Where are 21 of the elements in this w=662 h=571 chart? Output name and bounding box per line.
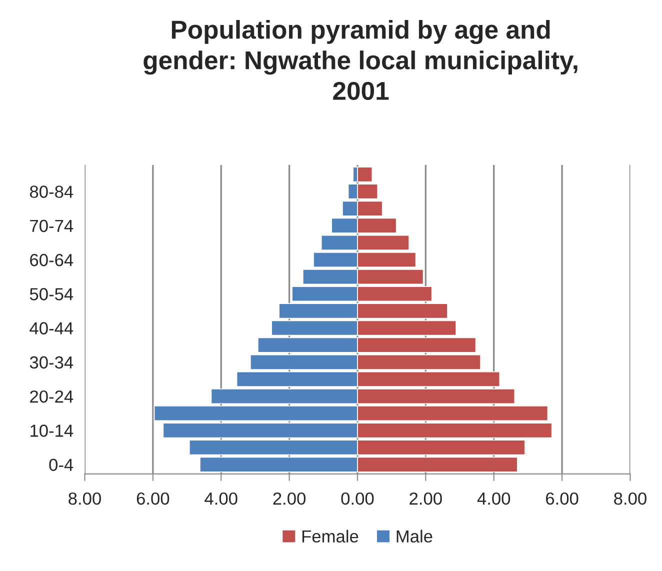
- y-tick-label: 10-14: [30, 424, 74, 437]
- x-tick-label: 8.00: [614, 492, 646, 505]
- y-tick-label: 40-44: [30, 322, 74, 334]
- x-tick-label: 2.00: [410, 492, 442, 505]
- x-tick-label: 2.00: [273, 492, 306, 505]
- y-tick-label: 0-4: [49, 458, 74, 472]
- x-tick-label: 4.00: [204, 492, 238, 505]
- x-tick-label: 6.00: [546, 492, 578, 505]
- legend-label: Female: [302, 530, 358, 543]
- x-tick-label: 4.00: [477, 492, 510, 505]
- y-tick-label: 60-64: [30, 254, 74, 266]
- x-tick-label: 8.00: [68, 492, 101, 505]
- y-tick-label: 20-24: [30, 390, 74, 403]
- chart-title: Population pyramid by age and gender: Ngwathe local municipality, 2001: [144, 20, 578, 100]
- x-tick-label: 6.00: [136, 492, 170, 505]
- y-tick-label: 50-54: [30, 288, 74, 300]
- y-tick-label: 80-84: [30, 186, 74, 198]
- y-tick-label: 30-34: [30, 356, 74, 369]
- legend-label: Male: [396, 530, 432, 543]
- y-tick-label: 70-74: [30, 220, 74, 232]
- x-tick-label: 0.00: [341, 492, 374, 505]
